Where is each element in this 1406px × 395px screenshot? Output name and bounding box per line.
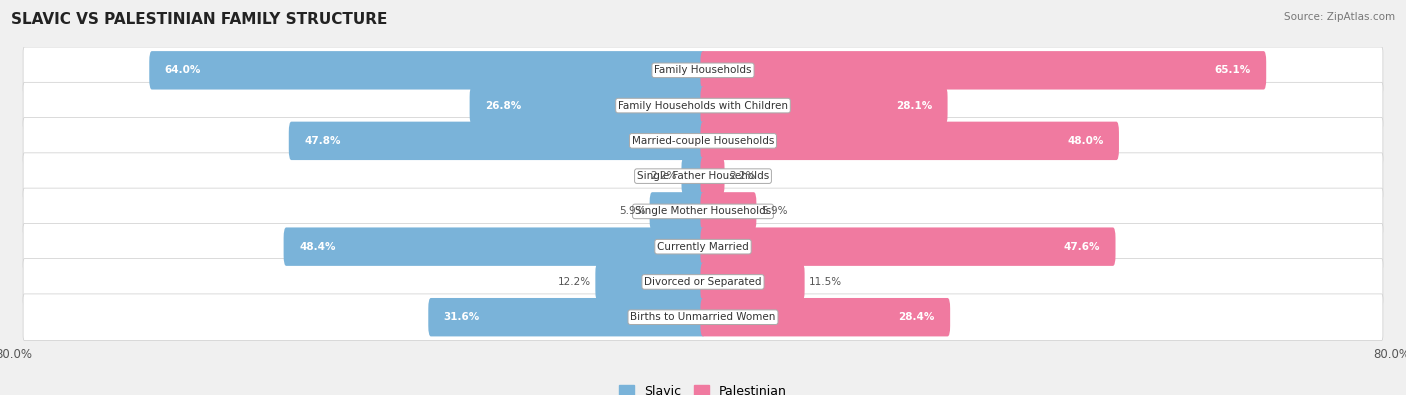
FancyBboxPatch shape	[700, 51, 1267, 90]
FancyBboxPatch shape	[650, 192, 706, 231]
Text: Births to Unmarried Women: Births to Unmarried Women	[630, 312, 776, 322]
Text: Family Households: Family Households	[654, 65, 752, 75]
Text: 48.4%: 48.4%	[299, 242, 336, 252]
Text: 12.2%: 12.2%	[558, 277, 591, 287]
FancyBboxPatch shape	[700, 228, 1115, 266]
Text: Single Father Households: Single Father Households	[637, 171, 769, 181]
Text: Divorced or Separated: Divorced or Separated	[644, 277, 762, 287]
FancyBboxPatch shape	[22, 224, 1384, 270]
FancyBboxPatch shape	[470, 87, 706, 125]
FancyBboxPatch shape	[22, 259, 1384, 305]
FancyBboxPatch shape	[595, 263, 706, 301]
Text: Married-couple Households: Married-couple Households	[631, 136, 775, 146]
FancyBboxPatch shape	[429, 298, 706, 337]
FancyBboxPatch shape	[682, 157, 706, 196]
FancyBboxPatch shape	[700, 157, 724, 196]
FancyBboxPatch shape	[288, 122, 706, 160]
Text: 11.5%: 11.5%	[808, 277, 842, 287]
Text: 47.6%: 47.6%	[1063, 242, 1099, 252]
Text: Single Mother Households: Single Mother Households	[636, 207, 770, 216]
Text: 28.1%: 28.1%	[896, 101, 932, 111]
FancyBboxPatch shape	[22, 294, 1384, 340]
FancyBboxPatch shape	[22, 47, 1384, 94]
Text: 2.2%: 2.2%	[651, 171, 678, 181]
Text: Family Households with Children: Family Households with Children	[619, 101, 787, 111]
FancyBboxPatch shape	[22, 188, 1384, 235]
FancyBboxPatch shape	[22, 82, 1384, 129]
Text: 2.2%: 2.2%	[728, 171, 755, 181]
Text: 65.1%: 65.1%	[1215, 65, 1251, 75]
Text: 47.8%: 47.8%	[304, 136, 340, 146]
FancyBboxPatch shape	[700, 87, 948, 125]
FancyBboxPatch shape	[22, 153, 1384, 199]
FancyBboxPatch shape	[149, 51, 706, 90]
Text: Source: ZipAtlas.com: Source: ZipAtlas.com	[1284, 12, 1395, 22]
FancyBboxPatch shape	[284, 228, 706, 266]
Text: 64.0%: 64.0%	[165, 65, 201, 75]
Legend: Slavic, Palestinian: Slavic, Palestinian	[614, 380, 792, 395]
Text: Currently Married: Currently Married	[657, 242, 749, 252]
Text: SLAVIC VS PALESTINIAN FAMILY STRUCTURE: SLAVIC VS PALESTINIAN FAMILY STRUCTURE	[11, 12, 388, 27]
FancyBboxPatch shape	[700, 263, 804, 301]
Text: 28.4%: 28.4%	[898, 312, 935, 322]
FancyBboxPatch shape	[700, 298, 950, 337]
Text: 26.8%: 26.8%	[485, 101, 522, 111]
Text: 48.0%: 48.0%	[1067, 136, 1104, 146]
Text: 5.9%: 5.9%	[619, 207, 645, 216]
FancyBboxPatch shape	[700, 122, 1119, 160]
Text: 31.6%: 31.6%	[444, 312, 479, 322]
FancyBboxPatch shape	[22, 118, 1384, 164]
FancyBboxPatch shape	[700, 192, 756, 231]
Text: 5.9%: 5.9%	[761, 207, 787, 216]
